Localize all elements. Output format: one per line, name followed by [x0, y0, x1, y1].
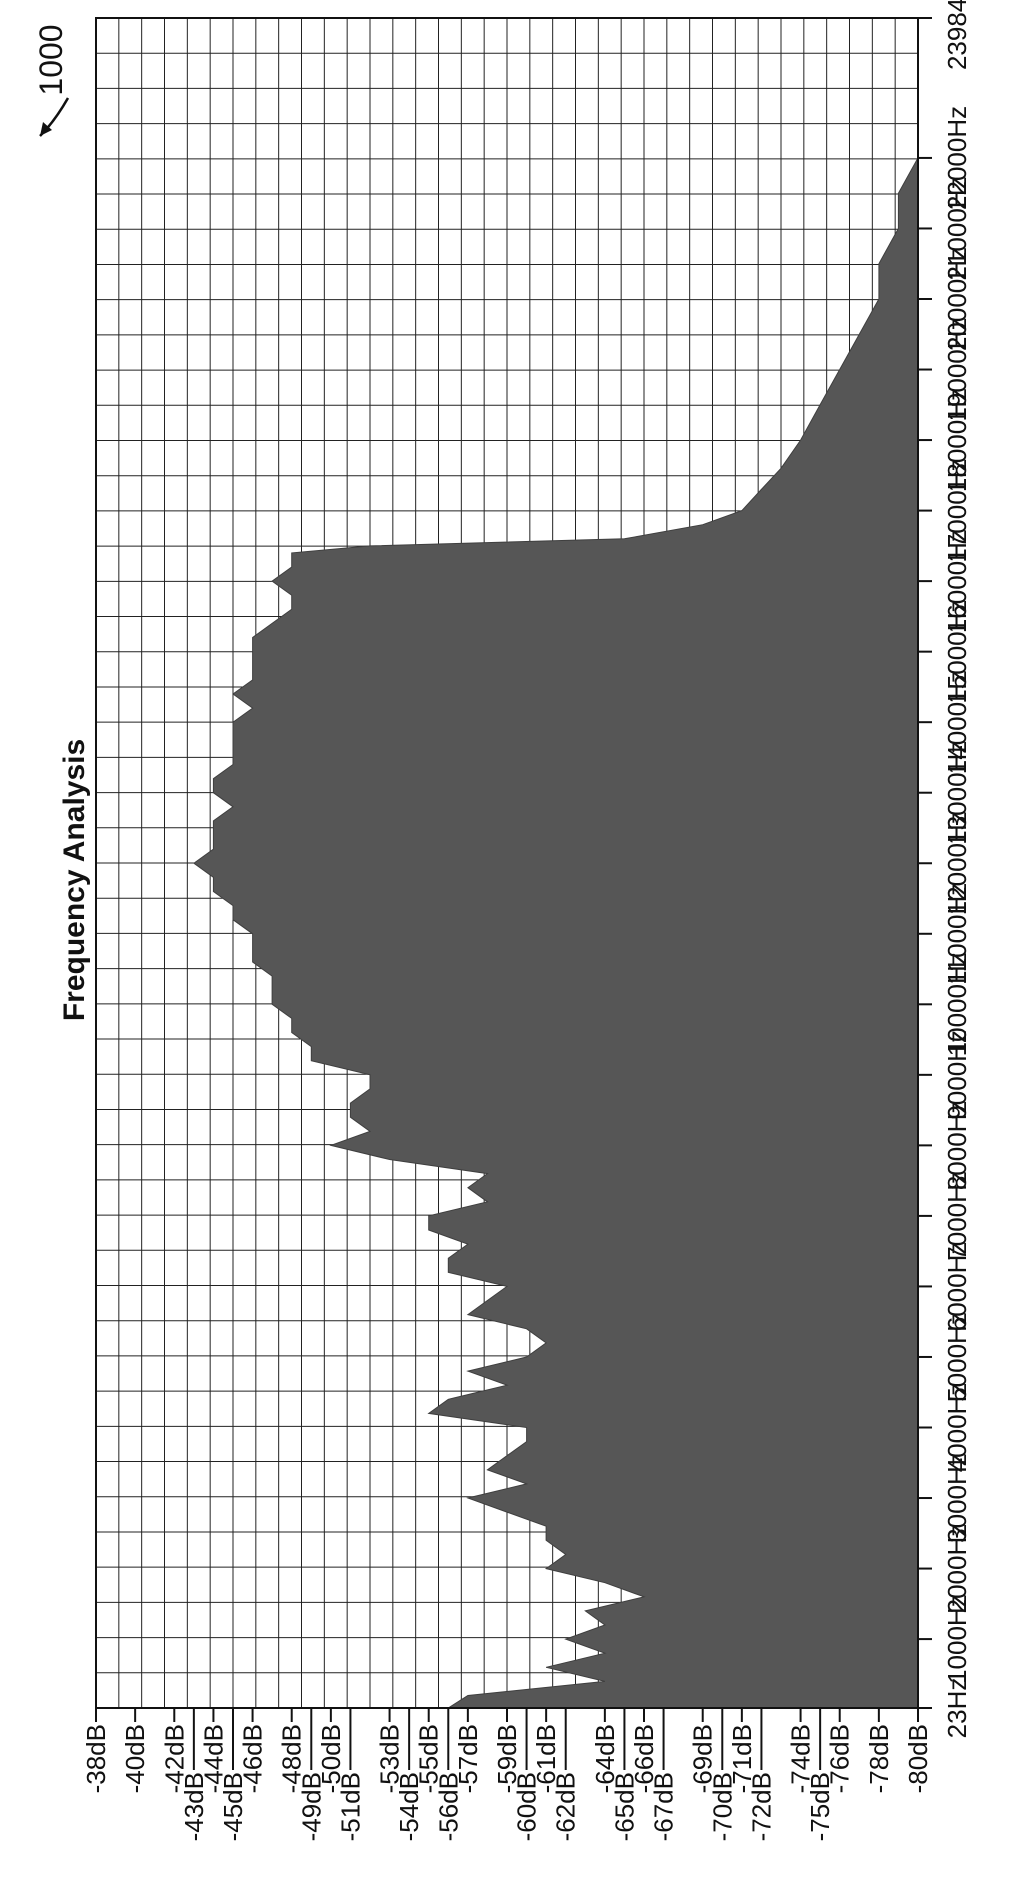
x-tick-label: 10000Hz	[942, 952, 972, 1056]
y-tick-label: -50dB	[316, 1724, 346, 1793]
x-tick-label: 3000Hz	[942, 1453, 972, 1543]
x-tick-label: 22000Hz	[942, 106, 972, 210]
x-tick-label: 23Hz	[942, 1678, 972, 1739]
x-tick-label: 11000Hz	[942, 883, 972, 985]
y-tick-label: -53dB	[375, 1724, 405, 1793]
y-tick-label: -61dB	[531, 1724, 561, 1793]
y-tick-label: -78dB	[864, 1724, 894, 1793]
y-tick-label: -48dB	[277, 1724, 307, 1793]
reference-numeral-group: 1000	[33, 24, 70, 137]
y-tick-label: -70dB	[707, 1772, 737, 1841]
y-tick-label: -46dB	[238, 1724, 268, 1793]
y-tick-label: -42dB	[159, 1724, 189, 1793]
x-tick-label: 13000Hz	[942, 741, 972, 845]
x-tick-label: 17000Hz	[942, 459, 972, 563]
x-tick-label: 19000Hz	[942, 317, 972, 421]
chart-title: Frequency Analysis	[58, 739, 91, 1021]
frequency-axis: 23Hz1000Hz2000Hz3000Hz4000Hz5000Hz6000Hz…	[918, 0, 972, 1738]
x-tick-label: 7000Hz	[942, 1171, 972, 1261]
y-tick-label: -51dB	[335, 1772, 365, 1841]
y-tick-label: -57dB	[453, 1724, 483, 1793]
y-tick-label: -65dB	[609, 1772, 639, 1841]
x-tick-label: 1000Hz	[942, 1594, 972, 1684]
x-tick-label: 2000Hz	[942, 1524, 972, 1614]
x-tick-label: 4000Hz	[942, 1383, 972, 1473]
y-tick-label: -38dB	[81, 1724, 111, 1793]
reference-numeral: 1000	[33, 24, 69, 95]
x-tick-label: 5000Hz	[942, 1312, 972, 1402]
y-tick-label: -71dB	[727, 1724, 757, 1793]
reference-arrowhead	[40, 122, 52, 136]
x-tick-label: 20000Hz	[942, 247, 972, 351]
x-tick-label: 8000Hz	[942, 1101, 972, 1191]
x-tick-label: 15000Hz	[942, 600, 972, 704]
y-tick-label: -76dB	[825, 1724, 855, 1793]
x-tick-label: 12000Hz	[942, 811, 972, 915]
x-tick-label: 6000Hz	[942, 1242, 972, 1332]
y-tick-label: -55dB	[414, 1724, 444, 1793]
y-tick-label: -64dB	[590, 1724, 620, 1793]
x-tick-label: 18000Hz	[942, 388, 972, 492]
y-tick-label: -62dB	[551, 1772, 581, 1841]
y-tick-label: -67dB	[649, 1772, 679, 1841]
x-tick-label: 9000Hz	[942, 1030, 972, 1120]
x-tick-label: 23984Hz	[942, 0, 972, 70]
y-tick-label: -69dB	[688, 1724, 718, 1793]
x-tick-label: 14000Hz	[942, 670, 972, 774]
y-tick-label: -43dB	[179, 1772, 209, 1841]
y-tick-label: -49dB	[296, 1772, 326, 1841]
y-tick-label: -75dB	[805, 1772, 835, 1841]
y-tick-label: -44dB	[198, 1724, 228, 1793]
y-tick-label: -80dB	[903, 1724, 933, 1793]
y-tick-label: -40dB	[120, 1724, 150, 1793]
spectrum-area	[193, 18, 919, 1709]
y-tick-label: -54dB	[394, 1772, 424, 1841]
y-tick-label: -60dB	[512, 1772, 542, 1841]
x-tick-label: 16000Hz	[942, 529, 972, 633]
level-axis: -38dB -40dB -42dB-43dB-44dB-45dB-46dB -48dB…	[81, 1708, 933, 1841]
y-tick-label: -66dB	[629, 1724, 659, 1793]
y-tick-label: -56dB	[433, 1772, 463, 1841]
x-tick-label: 21000Hz	[942, 176, 972, 280]
y-tick-label: -72dB	[746, 1772, 776, 1841]
y-tick-label: -74dB	[786, 1724, 816, 1793]
y-tick-label: -45dB	[218, 1772, 248, 1841]
y-tick-label: -59dB	[492, 1724, 522, 1793]
